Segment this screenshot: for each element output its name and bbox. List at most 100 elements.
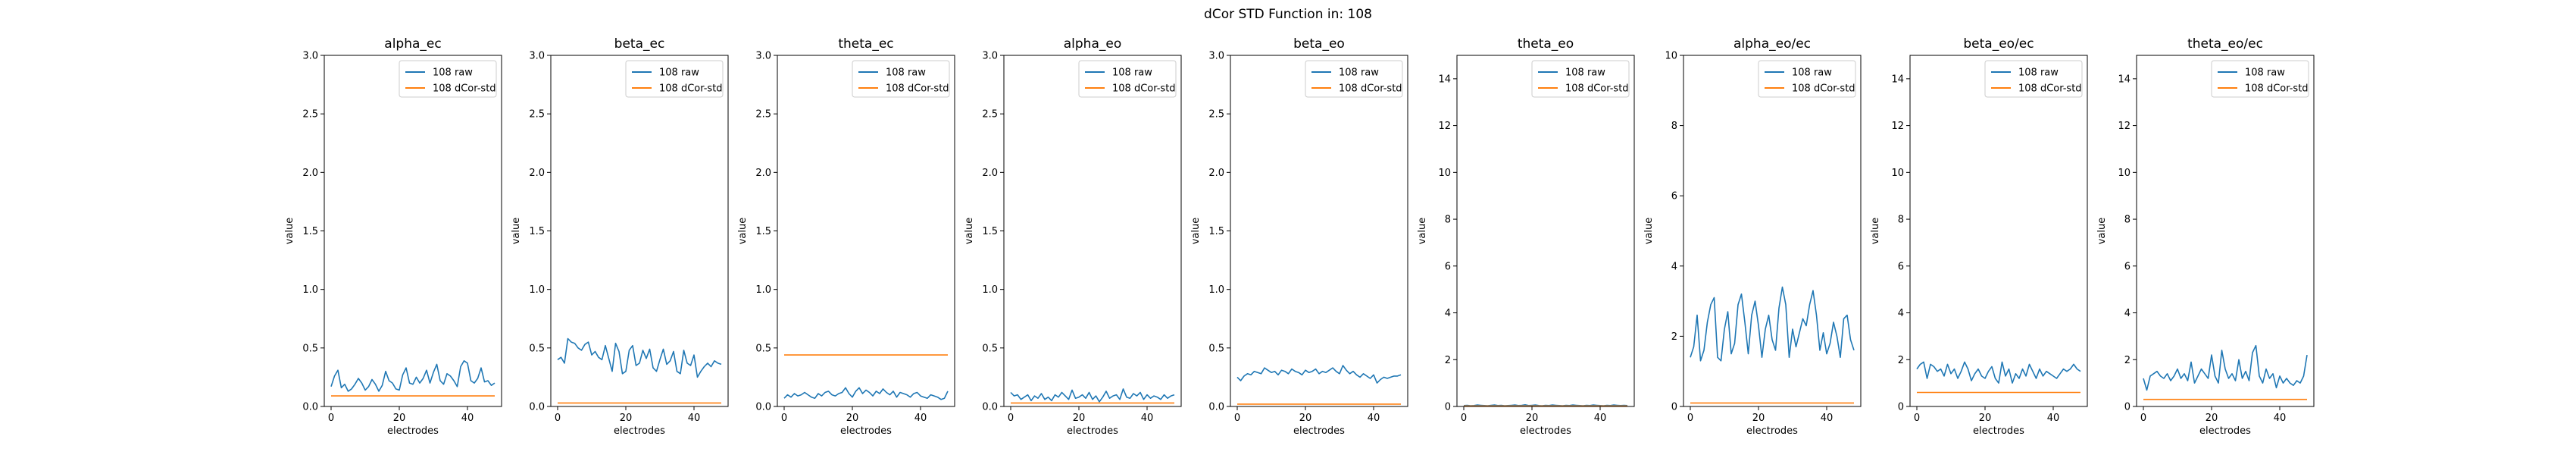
y-tick-label: 3.0 bbox=[982, 51, 998, 62]
legend-label-raw: 108 raw bbox=[1339, 67, 1379, 79]
y-tick-label: 12 bbox=[2118, 121, 2131, 132]
y-tick-label: 0.5 bbox=[982, 343, 998, 354]
y-tick-label: 2.0 bbox=[1208, 168, 1224, 179]
x-tick-label: 0 bbox=[1234, 413, 1240, 424]
y-tick-label: 2.5 bbox=[755, 109, 771, 121]
x-tick-label: 0 bbox=[1008, 413, 1014, 424]
y-tick-label: 6 bbox=[1445, 261, 1451, 272]
y-tick-label: 0.5 bbox=[529, 343, 545, 354]
legend-label-raw: 108 raw bbox=[659, 67, 699, 79]
y-tick-label: 0.0 bbox=[1208, 402, 1224, 413]
subplot-3: theta_ec 0 20 40 0.0 0.5 1.0 1.5 2.0 2.5 3.0 electr… bbox=[737, 36, 955, 437]
x-tick-label: 40 bbox=[1821, 413, 1834, 424]
x-tick-label: 20 bbox=[1299, 413, 1312, 424]
legend-label-raw: 108 raw bbox=[433, 67, 473, 79]
y-axis-label: value bbox=[284, 218, 295, 245]
y-tick-label: 2 bbox=[1898, 355, 1904, 366]
subplot-2: beta_ec 0 20 40 0.0 0.5 1.0 1.5 2.0 2.5 3.0 electro… bbox=[511, 36, 729, 437]
y-tick-label: 3.0 bbox=[1208, 51, 1224, 62]
figure-suptitle: dCor STD Function in: 108 bbox=[1204, 7, 1372, 22]
subplot-4: alpha_eo 0 20 40 0.0 0.5 1.0 1.5 2.0 2.5 3.0 electr… bbox=[964, 36, 1182, 437]
subplot-title: beta_ec bbox=[614, 36, 665, 52]
legend-label-dcor-std: 108 dCor-std bbox=[2245, 83, 2309, 95]
y-tick-label: 0.5 bbox=[755, 343, 771, 354]
y-tick-label: 2.5 bbox=[529, 109, 545, 121]
x-axis-label: electrodes bbox=[840, 425, 892, 437]
axes-frame bbox=[1456, 55, 1635, 407]
x-tick-label: 40 bbox=[2047, 413, 2060, 424]
y-tick-label: 1.5 bbox=[302, 226, 318, 237]
y-tick-label: 1.5 bbox=[1208, 226, 1224, 237]
y-tick-label: 12 bbox=[1438, 121, 1451, 132]
x-tick-label: 20 bbox=[1526, 413, 1539, 424]
y-tick-label: 1.0 bbox=[755, 284, 771, 296]
series-line-raw bbox=[783, 387, 949, 400]
legend-label-raw: 108 raw bbox=[2245, 67, 2285, 79]
y-tick-label: 1.5 bbox=[529, 226, 545, 237]
axes-frame bbox=[1683, 55, 1862, 407]
x-tick-label: 40 bbox=[688, 413, 701, 424]
y-tick-label: 0 bbox=[2124, 402, 2131, 413]
series-line-raw bbox=[330, 359, 496, 392]
subplot-title: alpha_eo/ec bbox=[1733, 36, 1811, 52]
y-tick-label: 0.5 bbox=[1208, 343, 1224, 354]
x-tick-label: 40 bbox=[2274, 413, 2287, 424]
subplot-title: beta_eo bbox=[1293, 36, 1345, 52]
y-tick-label: 1.5 bbox=[755, 226, 771, 237]
y-axis-label: value bbox=[1190, 218, 1202, 245]
x-axis-label: electrodes bbox=[1746, 425, 1798, 437]
x-tick-label: 20 bbox=[1752, 413, 1765, 424]
legend-label-raw: 108 raw bbox=[886, 67, 926, 79]
y-axis-label: value bbox=[1870, 218, 1881, 245]
x-axis-label: electrodes bbox=[614, 425, 665, 437]
subplot-8: beta_eo/ec 0 20 40 0 2 4 6 8 10 12 14 electrodes valu… bbox=[1870, 36, 2088, 437]
legend-label-dcor-std: 108 dCor-std bbox=[2018, 83, 2082, 95]
legend-label-dcor-std: 108 dCor-std bbox=[1565, 83, 1629, 95]
y-tick-label: 2 bbox=[2124, 355, 2131, 366]
y-tick-label: 6 bbox=[2124, 261, 2131, 272]
y-tick-label: 1.0 bbox=[529, 284, 545, 296]
x-tick-label: 0 bbox=[2140, 413, 2146, 424]
y-tick-label: 2.5 bbox=[302, 109, 318, 121]
subplot-title: theta_eo/ec bbox=[2187, 36, 2263, 52]
x-tick-label: 0 bbox=[1687, 413, 1693, 424]
y-tick-label: 8 bbox=[1445, 215, 1451, 226]
y-tick-label: 8 bbox=[1898, 215, 1904, 226]
x-tick-label: 0 bbox=[328, 413, 334, 424]
legend-label-raw: 108 raw bbox=[1565, 67, 1605, 79]
y-tick-label: 2.5 bbox=[982, 109, 998, 121]
axes-frame bbox=[2136, 55, 2315, 407]
x-tick-label: 20 bbox=[620, 413, 633, 424]
x-axis-label: electrodes bbox=[1067, 425, 1118, 437]
y-tick-label: 2 bbox=[1445, 355, 1451, 366]
x-axis-label: electrodes bbox=[1293, 425, 1345, 437]
y-tick-label: 1.5 bbox=[982, 226, 998, 237]
x-tick-label: 40 bbox=[461, 413, 474, 424]
x-tick-label: 20 bbox=[393, 413, 406, 424]
subplot-7: alpha_eo/ec 0 20 40 0 2 4 6 8 10 electrodes value 10… bbox=[1643, 36, 1862, 437]
legend-label-dcor-std: 108 dCor-std bbox=[886, 83, 949, 95]
y-tick-label: 14 bbox=[2118, 74, 2131, 85]
subplot-9: theta_eo/ec 0 20 40 0 2 4 6 8 10 12 14 electrodes val… bbox=[2096, 36, 2315, 437]
y-tick-label: 4 bbox=[1445, 308, 1451, 319]
y-tick-label: 0.0 bbox=[302, 402, 318, 413]
y-tick-label: 4 bbox=[2124, 308, 2131, 319]
x-tick-label: 0 bbox=[781, 413, 787, 424]
axes-frame bbox=[1909, 55, 2088, 407]
y-tick-label: 6 bbox=[1671, 191, 1677, 202]
series-line-raw bbox=[1236, 365, 1402, 384]
x-tick-label: 20 bbox=[1979, 413, 1992, 424]
x-axis-label: electrodes bbox=[1520, 425, 1571, 437]
y-tick-label: 2 bbox=[1671, 331, 1677, 343]
x-axis-label: electrodes bbox=[1973, 425, 2024, 437]
subplot-5: beta_eo 0 20 40 0.0 0.5 1.0 1.5 2.0 2.5 3.0 electro… bbox=[1190, 36, 1408, 437]
series-line-raw bbox=[1690, 286, 1855, 362]
y-tick-label: 0.0 bbox=[529, 402, 545, 413]
y-axis-label: value bbox=[511, 218, 522, 245]
y-tick-label: 3.0 bbox=[529, 51, 545, 62]
series-line-raw bbox=[557, 337, 722, 378]
x-tick-label: 40 bbox=[1594, 413, 1607, 424]
y-tick-label: 8 bbox=[2124, 215, 2131, 226]
